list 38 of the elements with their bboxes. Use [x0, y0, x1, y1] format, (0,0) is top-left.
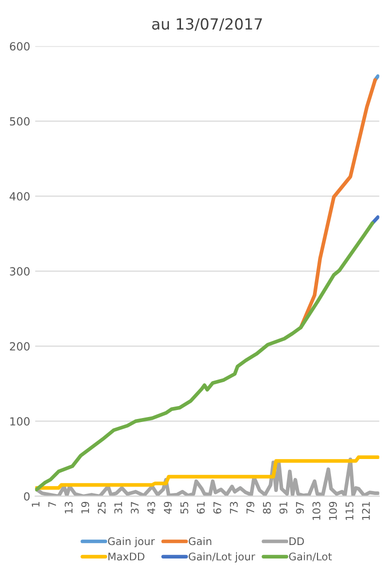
- legend-label: Gain jour: [108, 537, 155, 548]
- x-tick-label: 7: [48, 502, 56, 507]
- x-tick-label: 109: [328, 502, 337, 520]
- legend-label: Gain/Lot jour: [188, 552, 256, 562]
- x-tick-label: 55: [180, 502, 188, 514]
- y-tick-label: 200: [10, 342, 30, 351]
- y-tick-label: 500: [10, 117, 30, 126]
- x-tick-label: 49: [164, 502, 172, 514]
- x-tick-label: 31: [114, 502, 122, 514]
- line-series: [35, 455, 380, 490]
- x-tick-label: 37: [130, 502, 139, 514]
- line-series: [35, 221, 374, 492]
- y-tick-label: 0: [24, 492, 30, 501]
- x-tick-label: 19: [81, 502, 90, 514]
- x-tick-label: 91: [279, 502, 288, 514]
- y-tick-label: 100: [10, 417, 30, 426]
- x-tick-label: 85: [262, 502, 271, 514]
- x-tick-label: 79: [246, 502, 254, 514]
- legend-label: Gain/Lot: [289, 552, 332, 562]
- y-tick-label: 600: [10, 42, 30, 51]
- x-tick-label: 121: [362, 502, 370, 520]
- x-tick-label: 67: [213, 502, 222, 514]
- legend-label: Gain: [188, 537, 212, 546]
- x-tick-label: 1: [32, 502, 40, 507]
- x-tick-label: 73: [230, 502, 238, 514]
- x-tick-label: 97: [296, 502, 304, 514]
- x-tick-label: 25: [98, 502, 106, 514]
- y-tick-label: 400: [10, 192, 30, 201]
- x-tick-label: 13: [64, 502, 73, 514]
- legend-label: MaxDD: [108, 552, 144, 560]
- x-tick-label: 61: [196, 502, 205, 514]
- x-tick-label: 103: [312, 502, 320, 520]
- y-tick-label: 300: [10, 267, 30, 276]
- chart-title: au 13/07/2017: [152, 18, 262, 31]
- legend-label: DD: [290, 537, 304, 546]
- line-series: [35, 458, 380, 496]
- x-tick-label: 43: [147, 502, 156, 514]
- x-tick-label: 115: [346, 502, 354, 520]
